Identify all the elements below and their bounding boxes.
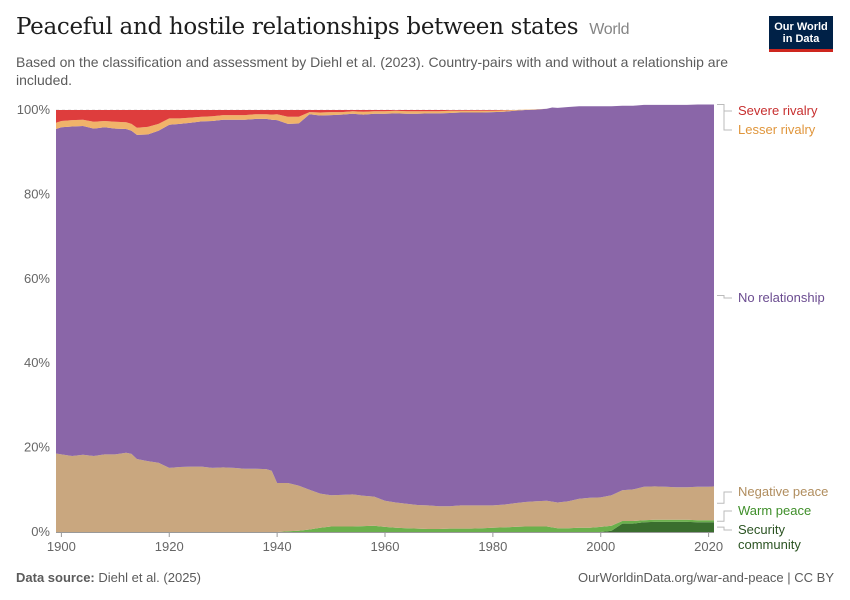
title-text: Peaceful and hostile relationships betwe…	[16, 14, 579, 40]
legend-label[interactable]: Negative peace	[738, 484, 828, 499]
legend: Security community Warm peace Negative peac…	[717, 103, 828, 552]
x-tick-label: 1960	[371, 539, 400, 554]
x-tick-label: 2000	[586, 539, 615, 554]
axes: 0% 20% 40% 60% 80% 100% 1900 1920 1940 1960 1980 20…	[17, 102, 723, 554]
area-security-community[interactable]	[56, 521, 714, 532]
y-tick-label: 20%	[24, 440, 50, 455]
x-tick-label: 1920	[155, 539, 184, 554]
legend-label[interactable]: Warm peace	[738, 503, 811, 518]
area-lesser-rivalry[interactable]	[56, 104, 714, 135]
area-warm-peace[interactable]	[56, 519, 714, 532]
chart-subtitle: Based on the classification and assessme…	[16, 54, 729, 88]
x-tick-label: 2020	[694, 539, 723, 554]
owid-logo[interactable]: Our World in Data	[769, 16, 833, 52]
x-tick-label: 1980	[478, 539, 507, 554]
legend-connector	[717, 510, 732, 522]
y-tick-label: 60%	[24, 271, 50, 286]
y-tick-label: 80%	[24, 186, 50, 201]
legend-connector	[717, 104, 732, 112]
source-label: Data source:	[16, 570, 95, 585]
y-tick-label: 100%	[17, 102, 51, 117]
footer-url[interactable]: OurWorldinData.org/war-and-peace | CC BY	[577, 570, 834, 585]
legend-connector	[717, 491, 732, 504]
data-source: Data source: Diehl et al. (2025)	[16, 570, 201, 585]
legend-label[interactable]: Security community	[738, 522, 801, 552]
y-tick-label: 0%	[31, 524, 50, 539]
legend-connector	[717, 526, 732, 531]
area-negative-peace[interactable]	[56, 452, 714, 532]
source-text: Diehl et al. (2025)	[98, 570, 201, 585]
chart-title: Peaceful and hostile relationships betwe…	[16, 14, 630, 40]
area-severe-rivalry[interactable]	[56, 104, 714, 128]
x-tick-label: 1900	[47, 539, 76, 554]
entity-label: World	[589, 21, 630, 38]
logo-line-1: Our World	[774, 21, 828, 33]
stacked-areas	[56, 104, 714, 532]
y-tick-label: 40%	[24, 355, 50, 370]
area-no-relationship[interactable]	[56, 104, 714, 507]
x-tick-label: 1940	[263, 539, 292, 554]
legend-label[interactable]: Severe rivalry	[738, 103, 818, 118]
legend-label[interactable]: Lesser rivalry	[738, 122, 816, 137]
legend-label[interactable]: No relationship	[738, 290, 825, 305]
legend-connector	[717, 295, 732, 299]
logo-line-2: in Data	[782, 33, 820, 45]
